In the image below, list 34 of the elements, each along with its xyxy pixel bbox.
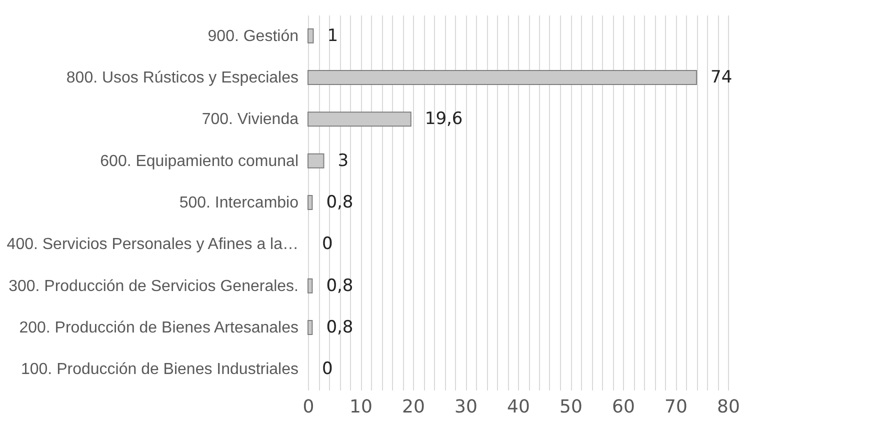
bar xyxy=(308,70,697,85)
bar xyxy=(308,278,313,294)
data-label: 0,8 xyxy=(326,192,354,212)
y-tick-label: 600. Equipamiento comunal xyxy=(100,152,298,170)
y-tick-label: 200. Producción de Bienes Artesanales xyxy=(19,320,298,336)
data-label: 1 xyxy=(327,26,338,46)
bar xyxy=(308,112,412,127)
x-tick-label: 20 xyxy=(402,396,425,418)
bar xyxy=(308,153,324,168)
y-tick-label: 500. Intercambio xyxy=(179,194,299,212)
y-tick-label: 100. Producción de Bienes Industriales xyxy=(20,361,298,378)
bar xyxy=(308,28,314,44)
y-tick-label: 400. Servicios Personales y Afines a la… xyxy=(6,236,298,254)
data-label: 0 xyxy=(322,359,333,380)
bar xyxy=(308,320,313,335)
x-tick-label: 50 xyxy=(560,396,582,418)
data-label: 74 xyxy=(710,68,732,88)
x-tick-label: 70 xyxy=(664,396,688,418)
data-label: 3 xyxy=(338,150,349,171)
x-tick-label: 80 xyxy=(717,396,740,418)
x-tick-label: 40 xyxy=(507,396,530,418)
data-label: 0 xyxy=(322,234,333,254)
y-tick-label: 700. Vivienda xyxy=(202,111,299,128)
data-label: 19,6 xyxy=(424,109,463,130)
bar xyxy=(308,195,313,210)
data-label: 0,8 xyxy=(326,276,354,296)
y-tick-label: 900. Gestión xyxy=(208,28,298,45)
data-label: 0,8 xyxy=(326,318,354,338)
x-tick-label: 30 xyxy=(454,396,478,418)
x-tick-label: 0 xyxy=(302,396,314,418)
x-tick-label: 10 xyxy=(350,396,372,418)
x-tick-label: 60 xyxy=(612,396,635,418)
y-tick-label: 300. Producción de Servicios Generales. xyxy=(8,278,298,295)
y-tick-label: 800. Usos Rústicos y Especiales xyxy=(66,70,298,86)
